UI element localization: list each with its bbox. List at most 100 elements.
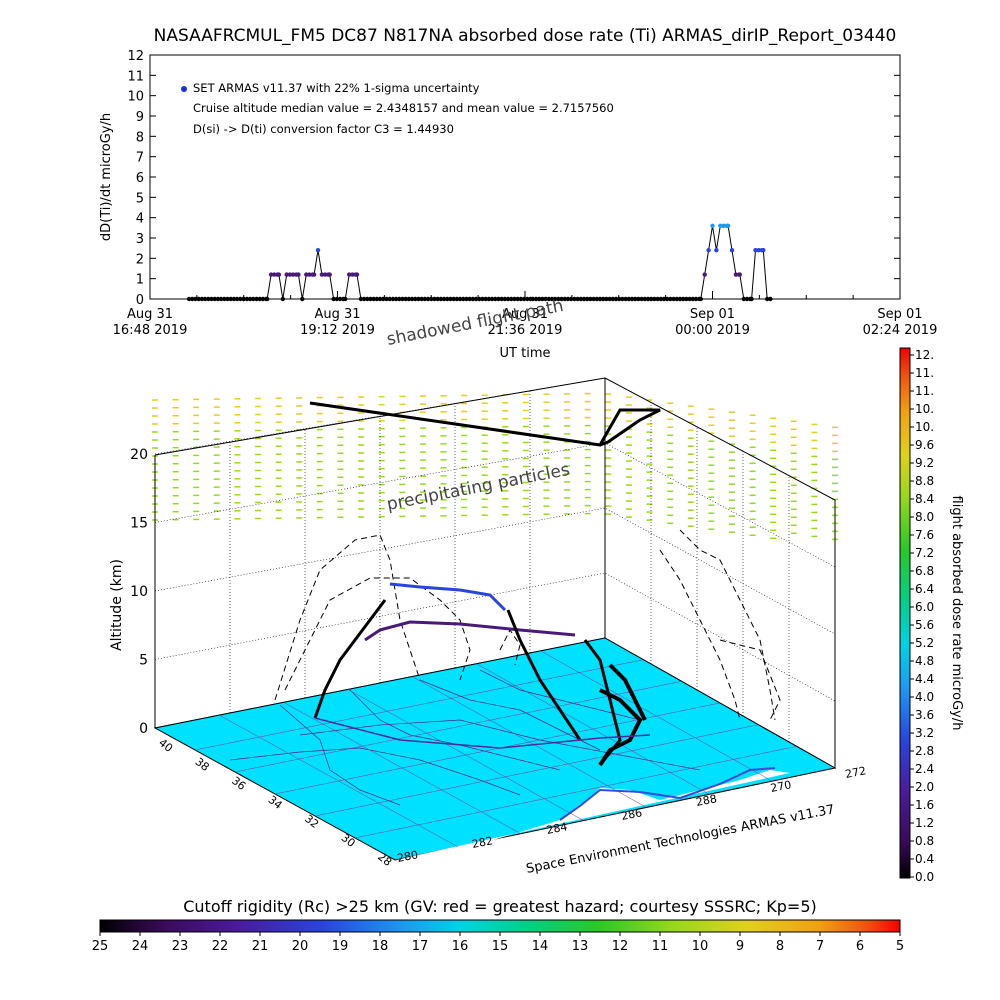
altitude-axis-label: Altitude (km) (109, 559, 125, 651)
dose-rate-point (361, 296, 367, 302)
dose-rate-point (591, 296, 596, 302)
x-tick-label-date: Sep 01 (690, 307, 735, 322)
dose-rate-point (322, 272, 328, 277)
dose-rate-point (374, 296, 380, 302)
y-tick-label: 11 (127, 69, 144, 84)
y-tick-label: 12 (127, 49, 144, 64)
dose-rate-point (377, 296, 383, 302)
colorbar-tick-label: 10. (915, 402, 934, 416)
dose-rate-y-axis-label: dD(Ti)/dt microGy/h (99, 113, 114, 241)
x-tick-label-date: Aug 31 (314, 307, 360, 322)
dose-rate-colorbar: 12. 11. 11. 10. 10. 9.6 9.2 8.8 8.4 8.0 7.6 7.2 6.8 6… (899, 347, 964, 884)
altitude-tick-label: 0 (139, 721, 148, 737)
y-tick-label: 10 (127, 90, 144, 105)
colorbar-tick-label: 8.8 (915, 474, 934, 488)
dose-rate-point (290, 272, 296, 277)
altitude-tick-label: 5 (139, 653, 148, 669)
dose-rate-point (585, 296, 590, 302)
dose-rate-point (578, 296, 583, 302)
colorbar-tick-label: 6.4 (915, 582, 934, 596)
y-tick-label: 4 (136, 212, 144, 227)
longitude-tick-label: 272 (844, 764, 867, 781)
dose-rate-point (607, 296, 612, 302)
dose-rate-point (334, 296, 339, 302)
rigidity-tick-label: 22 (212, 939, 229, 954)
dose-rate-point (756, 248, 761, 253)
dose-rate-point (525, 296, 530, 302)
dose-rate-point (636, 296, 641, 302)
dose-rate-point (483, 296, 488, 302)
flight-path-mid (364, 620, 576, 642)
dose-rate-point (234, 296, 240, 302)
dose-rate-colorbar-ticks: 12. 11. 11. 10. 10. 9.6 9.2 8.8 8.4 8.0 7.6 7.2 6.8 6… (910, 348, 934, 884)
y-tick-label: 6 (136, 171, 144, 186)
dose-rate-point (706, 248, 711, 253)
dose-rate-point (403, 296, 408, 302)
rigidity-tick-label: 20 (292, 939, 309, 954)
dose-rate-point (304, 272, 309, 277)
dose-rate-point (464, 296, 469, 302)
dose-rate-point (668, 296, 673, 302)
dose-rate-point (438, 296, 444, 302)
x-tick-label-date: Aug 31 (502, 307, 548, 322)
dose-rate-point (518, 296, 524, 302)
dose-rate-point (744, 296, 750, 302)
colorbar-tick-label: 4.0 (915, 690, 934, 704)
y-tick-label: 0 (136, 293, 144, 308)
dose-rate-point (549, 296, 555, 302)
dose-rate-point (307, 272, 312, 277)
rigidity-tick-label: 6 (856, 939, 864, 954)
figure-title: NASAAFRCMUL_FM5 DC87 N817NA absorbed dos… (154, 26, 897, 46)
dose-rate-point (677, 296, 683, 302)
rigidity-colorbar-ticks: 25 24 23 22 21 20 19 18 17 16 15 14 13 12 11 10 9 8 7 6 5 (92, 932, 904, 954)
dose-rate-point (445, 296, 450, 302)
dose-rate-point (690, 296, 695, 302)
dose-rate-point (629, 296, 635, 302)
latitude-gridline (314, 724, 759, 817)
dose-rate-point (350, 272, 355, 277)
dose-rate-point (725, 223, 731, 228)
dose-rate-point (190, 296, 195, 302)
dose-rate-point (311, 272, 317, 277)
latitude-gridline (194, 659, 644, 751)
dose-rate-point (413, 296, 418, 302)
colorbar-tick-label: 2.0 (915, 780, 934, 794)
rigidity-tick-label: 5 (896, 939, 904, 954)
legend-label: SET ARMAS v11.37 with 22% 1-sigma uncert… (193, 81, 480, 95)
colorbar-tick-label: 7.2 (915, 546, 934, 560)
dose-rate-point (202, 296, 208, 302)
x-tick-label-date: Sep 01 (877, 307, 922, 322)
colorbar-tick-label: 0.4 (915, 852, 934, 866)
dose-rate-point (470, 296, 476, 302)
y-tick-label: 7 (136, 151, 144, 166)
colorbar-tick-label: 5.6 (915, 618, 934, 632)
y-tick-label: 3 (136, 232, 144, 247)
dose-rate-point (714, 248, 719, 253)
dose-rate-point (448, 296, 453, 302)
dose-rate-point (671, 296, 676, 302)
dashed-projection-left (274, 534, 521, 701)
dose-rate-point (655, 296, 660, 302)
longitude-gridline (540, 650, 773, 782)
colorbar-tick-label: 4.8 (915, 654, 934, 668)
rigidity-tick-label: 25 (92, 939, 109, 954)
dose-rate-point (753, 248, 758, 253)
rigidity-tick-label: 18 (372, 939, 389, 954)
dose-rate-colorbar-bar (899, 347, 911, 879)
dose-rate-point (515, 296, 520, 302)
latitude-gridline (234, 681, 682, 773)
rigidity-tick-label: 16 (452, 939, 469, 954)
dose-rate-point (693, 296, 699, 302)
y-tick-label: 8 (136, 130, 144, 145)
dose-rate-point (186, 296, 192, 302)
dose-rate-point (499, 296, 504, 302)
dose-rate-point (247, 296, 253, 302)
dose-rate-point (419, 296, 424, 302)
rigidity-colorbar-label: Cutoff rigidity (Rc) >25 km (GV: red = g… (183, 897, 817, 916)
colorbar-tick-label: 6.0 (915, 600, 934, 614)
dose-rate-point (390, 296, 396, 302)
dose-rate-point (280, 296, 285, 302)
flight-3d-panel: shadowed flight path precipitating parti… (109, 296, 867, 877)
